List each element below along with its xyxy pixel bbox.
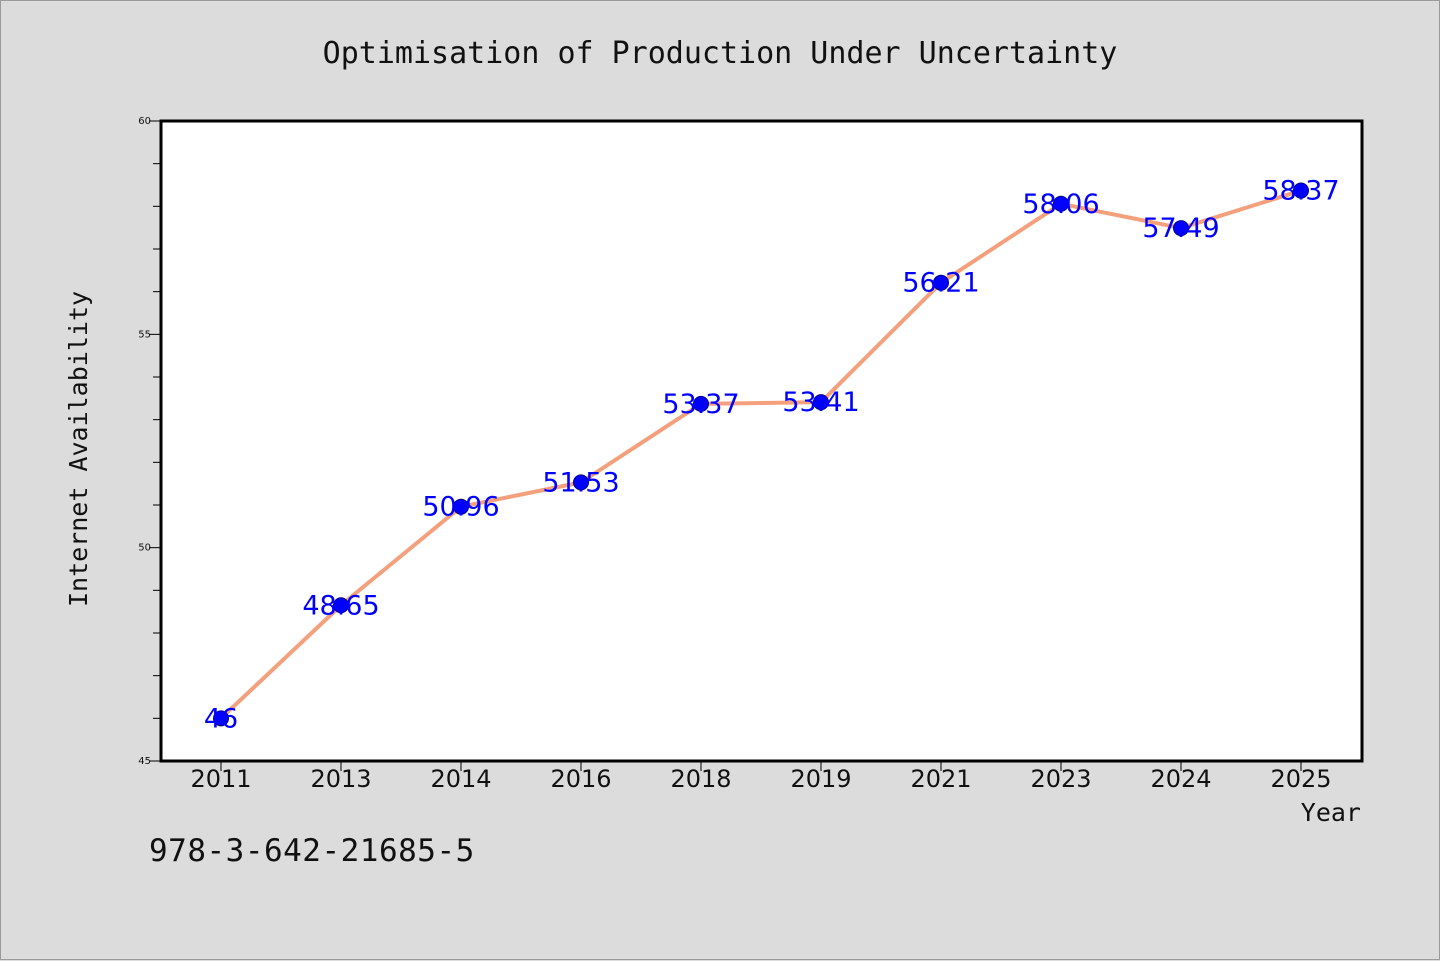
data-label: 56.21 [902, 268, 979, 299]
data-point [213, 710, 229, 727]
data-label: 53.37 [662, 389, 739, 420]
x-tick-label: 2018 [670, 765, 731, 793]
x-tick-label: 2021 [910, 765, 971, 793]
data-point [333, 597, 349, 614]
data-label: 46 [204, 703, 238, 734]
data-point [1293, 182, 1309, 199]
chart-title: Optimisation of Production Under Uncerta… [323, 36, 1118, 71]
x-tick-label: 2011 [190, 765, 251, 793]
x-tick-label: 2016 [550, 765, 611, 793]
data-point [573, 474, 589, 491]
x-tick-label: 2024 [1150, 765, 1211, 793]
x-tick-label: 2019 [790, 765, 851, 793]
data-point [453, 498, 469, 515]
data-point [1173, 220, 1189, 237]
data-point [1053, 195, 1069, 212]
data-point [693, 395, 709, 412]
y-tick-label: 55 [138, 329, 151, 340]
x-tick-label: 2013 [310, 765, 371, 793]
data-label: 51.53 [542, 467, 619, 498]
data-label: 53.41 [782, 387, 859, 418]
data-point [933, 274, 949, 291]
data-label: 57.49 [1142, 213, 1219, 244]
x-axis: 2011 2013 2014 2016 2018 2019 2021 2023 2024 2025 [190, 761, 1332, 793]
series-line [219, 188, 1302, 720]
x-tick-label: 2023 [1030, 765, 1091, 793]
y-tick-label: 60 [138, 116, 151, 127]
data-label: 58.37 [1262, 176, 1339, 207]
x-tick-label: 2025 [1270, 765, 1331, 793]
data-label: 48.65 [302, 590, 379, 621]
plot-area [159, 119, 1364, 763]
series-line-group: 46 48.65 50.96 51.53 53.37 53.41 56.21 58.06 57.… [204, 176, 1340, 735]
y-axis: 45 50 55 60 [138, 116, 161, 767]
y-tick-label: 45 [138, 756, 151, 767]
y-axis-label: Internet Availability [64, 291, 93, 607]
data-label: 58.06 [1022, 189, 1099, 220]
data-point [813, 394, 829, 411]
x-tick-label: 2014 [430, 765, 491, 793]
y-tick-label: 50 [138, 543, 151, 554]
isbn-text: 978-3-642-21685-5 [149, 833, 475, 869]
x-axis-label: Year [1301, 798, 1361, 827]
data-label: 50.96 [422, 492, 499, 523]
